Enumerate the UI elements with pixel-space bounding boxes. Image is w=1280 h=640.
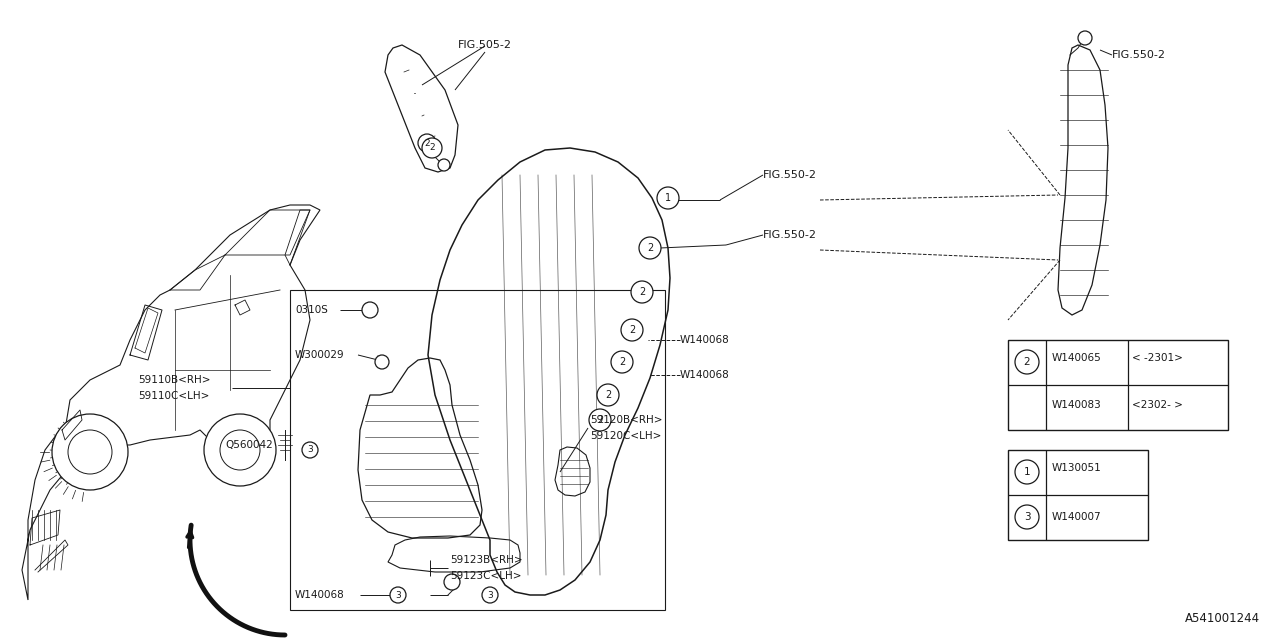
Text: < -2301>: < -2301>	[1132, 353, 1183, 363]
Text: FIG.550-2: FIG.550-2	[1112, 50, 1166, 60]
Circle shape	[68, 430, 113, 474]
Text: 3: 3	[1024, 512, 1030, 522]
Text: 59123C<LH>: 59123C<LH>	[451, 571, 521, 581]
Text: 2: 2	[646, 243, 653, 253]
Circle shape	[438, 159, 451, 171]
Circle shape	[419, 134, 436, 152]
Text: 2: 2	[1024, 357, 1030, 367]
Circle shape	[657, 187, 678, 209]
Circle shape	[1015, 460, 1039, 484]
Text: 3: 3	[396, 591, 401, 600]
Circle shape	[390, 587, 406, 603]
Circle shape	[204, 414, 276, 486]
Bar	[1009, 340, 1228, 430]
Circle shape	[302, 442, 317, 458]
Text: 59110B<RH>: 59110B<RH>	[138, 375, 210, 385]
Text: W130051: W130051	[1052, 463, 1102, 473]
Circle shape	[220, 430, 260, 470]
Text: 2: 2	[605, 390, 611, 400]
Circle shape	[375, 355, 389, 369]
Bar	[1009, 450, 1148, 540]
Bar	[291, 290, 666, 610]
Circle shape	[444, 574, 460, 590]
Text: W140068: W140068	[294, 590, 344, 600]
Text: <2302- >: <2302- >	[1132, 400, 1183, 410]
Text: W140068: W140068	[680, 335, 730, 345]
Text: 1: 1	[664, 193, 671, 203]
Circle shape	[596, 384, 620, 406]
Text: FIG.505-2: FIG.505-2	[458, 40, 512, 50]
Text: W140068: W140068	[680, 370, 730, 380]
Text: 2: 2	[628, 325, 635, 335]
Text: 59123B<RH>: 59123B<RH>	[451, 555, 522, 565]
Text: 59120C<LH>: 59120C<LH>	[590, 431, 662, 441]
Text: 2: 2	[429, 143, 435, 152]
Text: 2: 2	[424, 138, 430, 147]
Text: 59110C<LH>: 59110C<LH>	[138, 391, 210, 401]
Circle shape	[631, 281, 653, 303]
Text: 0310S: 0310S	[294, 305, 328, 315]
Text: 2: 2	[596, 415, 603, 425]
Circle shape	[1078, 31, 1092, 45]
Circle shape	[1015, 505, 1039, 529]
Circle shape	[362, 302, 378, 318]
Text: 3: 3	[307, 445, 312, 454]
Circle shape	[422, 138, 442, 158]
Circle shape	[1015, 350, 1039, 374]
Circle shape	[589, 409, 611, 431]
Text: W140065: W140065	[1052, 353, 1102, 363]
Circle shape	[611, 351, 634, 373]
Text: 59120B<RH>: 59120B<RH>	[590, 415, 663, 425]
Text: W300029: W300029	[294, 350, 344, 360]
Text: 2: 2	[639, 287, 645, 297]
Text: W140007: W140007	[1052, 512, 1102, 522]
Text: FIG.550-2: FIG.550-2	[763, 230, 817, 240]
Text: W140083: W140083	[1052, 400, 1102, 410]
Text: Q560042: Q560042	[225, 440, 273, 450]
Circle shape	[52, 414, 128, 490]
Circle shape	[621, 319, 643, 341]
Circle shape	[639, 237, 660, 259]
Text: 2: 2	[618, 357, 625, 367]
Text: FIG.550-2: FIG.550-2	[763, 170, 817, 180]
Text: A541001244: A541001244	[1185, 611, 1260, 625]
Circle shape	[483, 587, 498, 603]
Text: 3: 3	[488, 591, 493, 600]
Text: 1: 1	[1024, 467, 1030, 477]
